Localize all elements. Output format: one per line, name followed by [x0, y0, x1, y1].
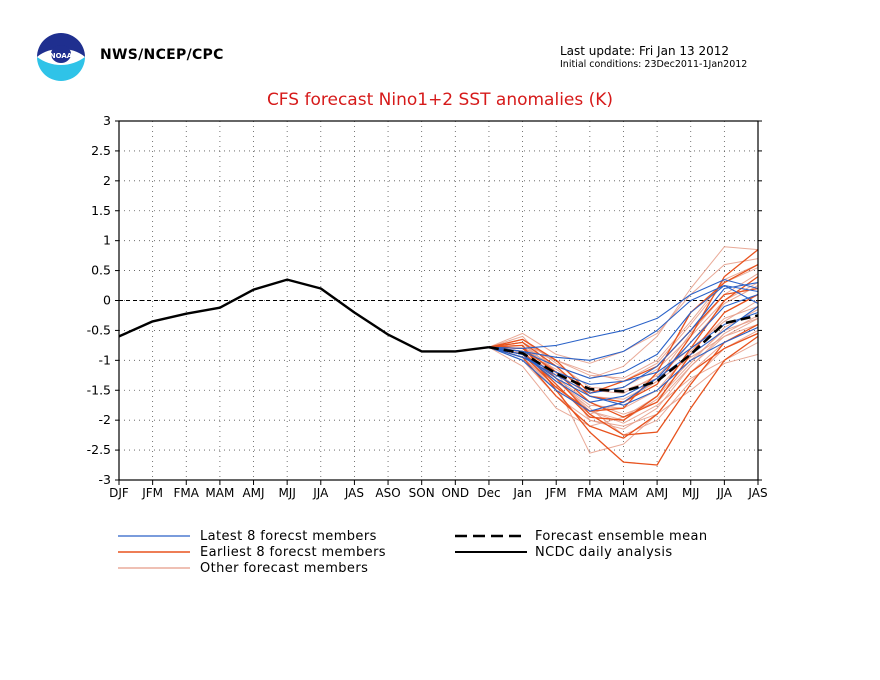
initial-conditions-label: Initial conditions: 23Dec2011-1Jan2012 — [560, 59, 748, 70]
x-tick-label: JAS — [344, 486, 364, 500]
y-tick-label: -1 — [99, 352, 111, 367]
y-tick-label: -0.5 — [87, 322, 111, 337]
ensemble-mean-line — [488, 314, 759, 393]
agency-label: NWS/NCEP/CPC — [100, 47, 224, 63]
latest-member-line — [488, 326, 759, 406]
x-tick-label: JFM — [141, 486, 163, 500]
y-tick-label: -2 — [99, 412, 111, 427]
y-tick-label: 0.5 — [91, 263, 111, 278]
x-tick-label: JFM — [545, 486, 567, 500]
x-tick-label: JJA — [312, 486, 329, 500]
legend-label-other: Other forecast members — [200, 561, 368, 576]
analysis-line — [118, 278, 490, 353]
legend-label-latest: Latest 8 forecst members — [200, 529, 377, 544]
x-tick-label: ASO — [375, 486, 400, 500]
noaa-logo: NOAA — [37, 33, 85, 81]
latest-member-line — [488, 284, 759, 361]
y-tick-label: 3 — [103, 113, 111, 128]
y-tick-label: 1 — [103, 233, 111, 248]
y-tick-label: -3 — [99, 472, 111, 487]
svg-text:NOAA: NOAA — [50, 52, 73, 60]
y-tick-label: 0 — [103, 293, 111, 308]
x-tick-label: Jan — [512, 486, 532, 500]
earliest-member-line — [488, 264, 759, 412]
x-tick-label: MJJ — [278, 486, 295, 500]
x-tick-label: JAS — [747, 486, 767, 500]
y-tick-label: -1.5 — [87, 382, 111, 397]
x-tick-label: AMJ — [646, 486, 668, 500]
x-tick-label: OND — [441, 486, 469, 500]
legend-label-earliest: Earliest 8 forecst members — [200, 545, 386, 560]
x-tick-label: FMA — [174, 486, 200, 500]
y-tick-label: 2 — [103, 173, 111, 188]
chart-title: CFS forecast Nino1+2 SST anomalies (K) — [266, 90, 614, 110]
y-tick-label: 2.5 — [91, 143, 111, 158]
plot-frame — [118, 120, 759, 481]
other-member-line — [488, 346, 759, 427]
latest-member-line — [488, 284, 759, 379]
other-member-line — [488, 326, 759, 454]
other-member-line — [488, 264, 759, 379]
other-member-line — [488, 341, 759, 424]
latest-member-line — [488, 306, 759, 412]
legend-label-analysis: NCDC daily analysis — [535, 545, 673, 560]
x-tick-label: SON — [409, 486, 435, 500]
x-tick-label: JJA — [716, 486, 733, 500]
other-member-line — [488, 300, 759, 394]
x-tick-label: DJF — [109, 486, 129, 500]
x-tick-label: AMJ — [242, 486, 264, 500]
x-tick-label: MJJ — [682, 486, 699, 500]
x-tick-label: MAM — [609, 486, 638, 500]
y-tick-label: 1.5 — [91, 203, 111, 218]
legend-label-mean: Forecast ensemble mean — [535, 529, 707, 544]
earliest-member-line — [488, 249, 759, 403]
x-tick-label: MAM — [205, 486, 234, 500]
last-update-label: Last update: Fri Jan 13 2012 — [560, 44, 729, 58]
latest-member-line — [488, 293, 759, 403]
x-tick-label: Dec — [477, 486, 500, 500]
latest-member-line — [488, 279, 759, 349]
y-tick-label: -2.5 — [87, 442, 111, 457]
x-tick-label: FMA — [577, 486, 603, 500]
